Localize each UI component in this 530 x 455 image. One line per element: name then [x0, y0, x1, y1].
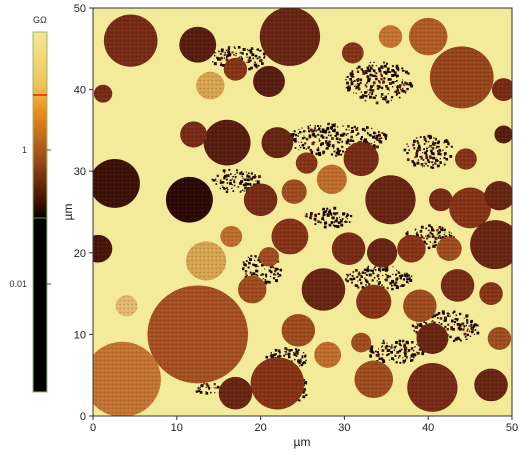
- particle: [367, 238, 398, 268]
- particle: [455, 148, 477, 170]
- y-tick-label: 50: [74, 3, 86, 15]
- particle: [203, 119, 251, 166]
- particle: [93, 84, 113, 103]
- particle: [281, 314, 316, 347]
- x-tick-label: 0: [90, 422, 96, 434]
- particle: [408, 17, 448, 56]
- x-axis: 0 10 20 30 40 50 µm: [90, 416, 518, 449]
- particle: [351, 332, 372, 353]
- particle-layer: [93, 8, 512, 416]
- y-tick-label: 30: [74, 166, 86, 178]
- particle: [237, 275, 267, 304]
- particle: [295, 152, 318, 174]
- y-tick-label: 40: [74, 85, 86, 97]
- particle: [180, 121, 207, 148]
- particle: [250, 357, 305, 410]
- particle: [179, 26, 217, 63]
- particle: [243, 183, 278, 217]
- colorbar-unit: GΩ: [33, 15, 47, 25]
- colorbar: GΩ 1 0.01: [9, 15, 51, 393]
- x-tick-label: 50: [506, 422, 518, 434]
- particle: [479, 282, 503, 306]
- particle: [354, 360, 394, 399]
- particle: [115, 295, 138, 317]
- particle: [440, 269, 475, 302]
- particle: [186, 241, 227, 281]
- particle: [343, 141, 379, 177]
- particle: [223, 57, 248, 81]
- particle: [259, 8, 321, 66]
- x-tick-label: 10: [171, 422, 183, 434]
- x-axis-label: µm: [294, 435, 311, 449]
- plot-area: [92, 7, 513, 417]
- aggregate-cluster: [195, 382, 220, 395]
- particle: [331, 232, 366, 266]
- y-axis-label: µm: [61, 204, 75, 221]
- colorbar-label-0.01: 0.01: [9, 279, 27, 289]
- particle: [484, 180, 512, 211]
- particle: [470, 220, 512, 270]
- particle: [474, 368, 508, 402]
- plot-frame: [92, 7, 513, 417]
- particle: [356, 284, 392, 319]
- particle: [429, 188, 453, 212]
- particle: [314, 341, 342, 368]
- x-tick-label: 30: [338, 422, 350, 434]
- aggregate-cluster: [403, 134, 453, 169]
- particle: [281, 179, 307, 204]
- particle: [491, 78, 512, 102]
- particle: [258, 247, 280, 267]
- particle: [93, 234, 113, 263]
- y-tick-label: 0: [80, 411, 86, 423]
- x-tick-label: 20: [254, 422, 266, 434]
- particle: [429, 46, 494, 109]
- particle: [103, 14, 158, 67]
- colorbar-label-1: 1: [22, 145, 27, 155]
- particle: [403, 289, 437, 323]
- particle: [416, 322, 449, 354]
- y-axis: 0 10 20 30 40 50 µm: [61, 3, 93, 423]
- particle: [196, 71, 225, 100]
- particle: [397, 234, 426, 263]
- aggregate-cluster: [304, 206, 353, 229]
- particle: [93, 341, 161, 416]
- x-tick-label: 40: [422, 422, 434, 434]
- particle: [341, 42, 364, 64]
- particle: [378, 25, 403, 48]
- particle: [220, 225, 243, 248]
- y-tick-label: 10: [74, 329, 86, 341]
- particle: [93, 158, 140, 208]
- aggregate-cluster: [345, 61, 414, 105]
- particle: [365, 175, 416, 225]
- particle: [436, 236, 462, 261]
- particle: [271, 218, 309, 255]
- particle: [487, 327, 512, 350]
- particle: [494, 125, 512, 144]
- particle: [147, 285, 249, 384]
- y-tick-label: 20: [74, 248, 86, 260]
- particle: [261, 127, 294, 159]
- particle: [165, 176, 213, 223]
- particle: [301, 268, 346, 311]
- particle: [253, 65, 285, 97]
- particle: [407, 362, 458, 412]
- particle: [316, 164, 347, 195]
- colorbar-gradient: [32, 31, 48, 393]
- particle: [449, 187, 492, 229]
- particle: [218, 376, 253, 410]
